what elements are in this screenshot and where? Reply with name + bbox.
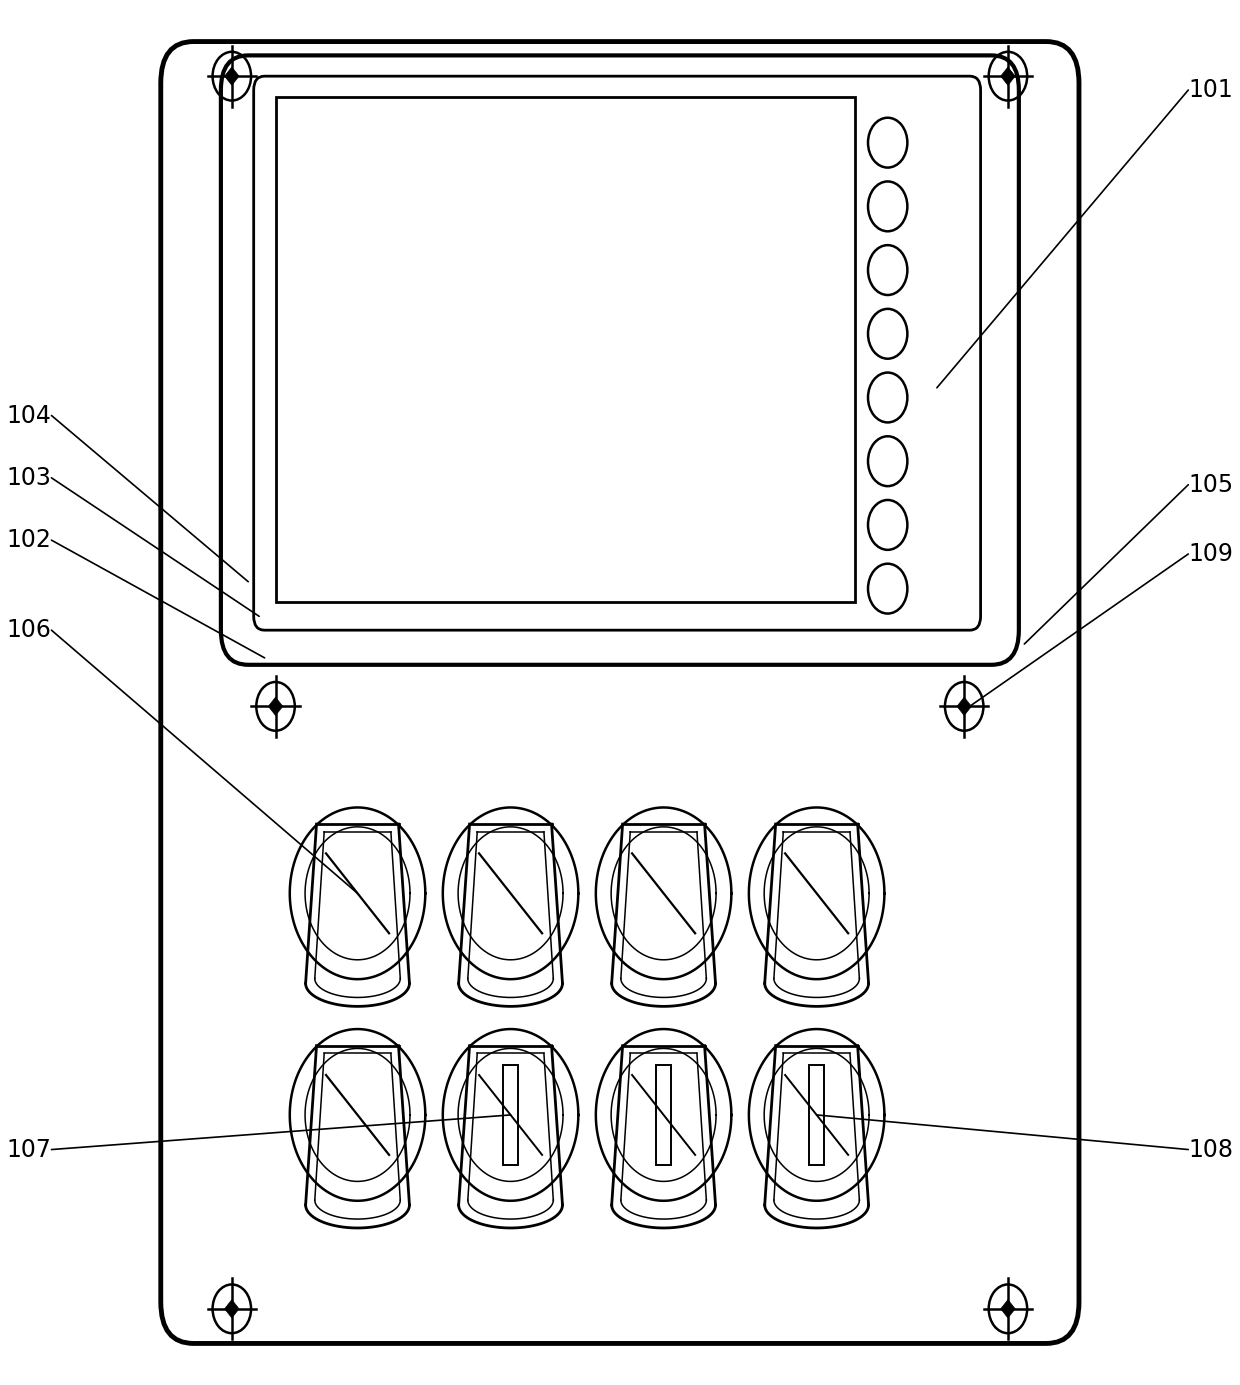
Polygon shape [224, 66, 239, 86]
Text: 109: 109 [1188, 542, 1233, 566]
Bar [275, 97, 854, 602]
Circle shape [868, 564, 908, 614]
Text: 104: 104 [6, 403, 51, 428]
Text: 107: 107 [6, 1137, 51, 1162]
Circle shape [868, 245, 908, 295]
Circle shape [868, 118, 908, 168]
Circle shape [868, 436, 908, 486]
Text: 101: 101 [1188, 78, 1233, 102]
FancyBboxPatch shape [221, 55, 1019, 665]
Text: 103: 103 [6, 465, 51, 490]
Text: 102: 102 [6, 528, 51, 553]
Text: 106: 106 [6, 618, 51, 643]
Text: 105: 105 [1188, 472, 1234, 497]
Polygon shape [957, 697, 971, 716]
Circle shape [868, 309, 908, 359]
Polygon shape [1001, 1299, 1016, 1319]
Bar [656, 1065, 671, 1165]
Polygon shape [224, 1299, 239, 1319]
Bar [503, 1065, 518, 1165]
Polygon shape [268, 697, 283, 716]
Circle shape [868, 181, 908, 231]
Text: 108: 108 [1188, 1137, 1234, 1162]
FancyBboxPatch shape [161, 42, 1079, 1343]
Circle shape [868, 373, 908, 422]
Bar [810, 1065, 825, 1165]
Polygon shape [1001, 66, 1016, 86]
FancyBboxPatch shape [254, 76, 981, 630]
Circle shape [868, 500, 908, 550]
